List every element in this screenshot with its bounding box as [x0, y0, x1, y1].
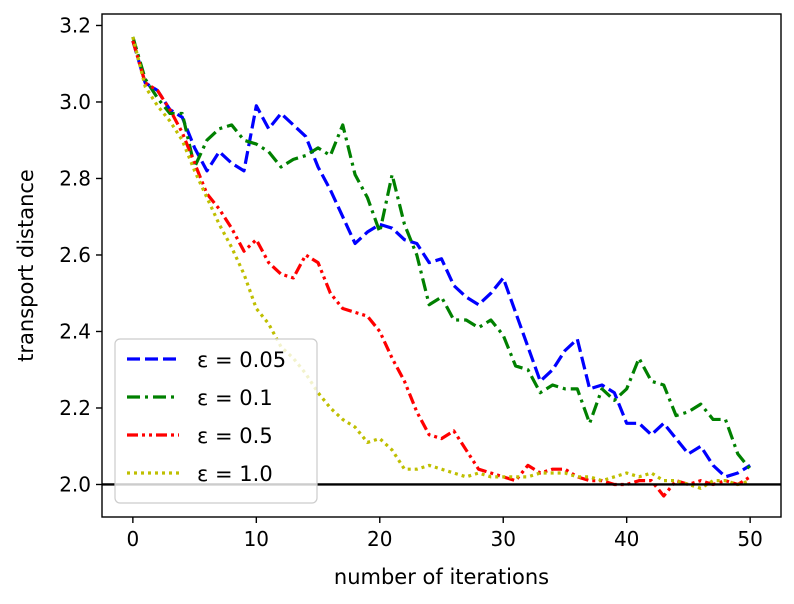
ticks-layer: 0 10 20 30 40 50 2.0 2.2 2.4 2.6 2.8 3.0 3.2 — [59, 13, 763, 551]
y-tick-label: 2.6 — [59, 243, 91, 267]
series-line-2 — [131, 40, 751, 498]
x-tick-label: 40 — [614, 527, 639, 551]
x-axis-label: number of iterations — [334, 565, 549, 589]
legend-box — [114, 338, 318, 504]
legend-label-3: ε = 1.0 — [197, 462, 273, 486]
x-tick-label: 50 — [737, 527, 762, 551]
y-tick-label: 2.2 — [59, 396, 91, 420]
y-tick-label: 2.8 — [59, 166, 91, 190]
x-tick-label: 10 — [244, 527, 269, 551]
y-tick-label: 3.2 — [59, 13, 91, 37]
series-line-0 — [131, 40, 751, 479]
legend-label-2: ε = 0.5 — [197, 424, 273, 448]
series-line-3 — [131, 36, 751, 490]
plot-frame — [101, 13, 782, 518]
y-tick-label: 3.0 — [59, 90, 91, 114]
series-layer — [131, 36, 752, 498]
y-axis-label: transport distance — [14, 169, 38, 362]
y-tick-label: 2.0 — [59, 472, 91, 496]
series-line-1 — [131, 36, 752, 471]
legend-label-0: ε = 0.05 — [197, 348, 286, 372]
y-tick-label: 2.4 — [59, 319, 91, 343]
legend: ε = 0.05 ε = 0.1 ε = 0.5 ε = 1.0 — [114, 338, 318, 504]
x-tick-label: 20 — [367, 527, 392, 551]
legend-label-1: ε = 0.1 — [197, 386, 273, 410]
x-tick-label: 30 — [491, 527, 516, 551]
x-tick-label: 0 — [126, 527, 139, 551]
